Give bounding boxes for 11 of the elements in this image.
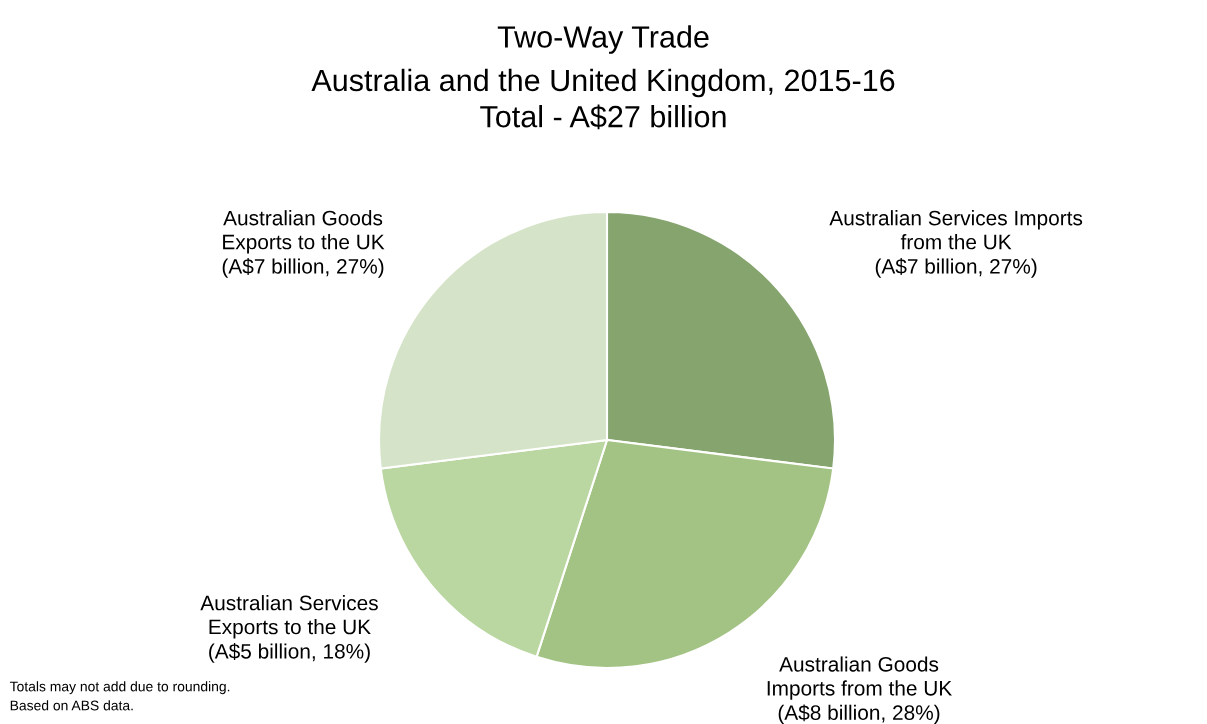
chart-subtitle: Australia and the United Kingdom, 2015-16 Total - A$27 billion (311, 68, 895, 130)
data-label: (A$5 billion, 18%) (209, 643, 370, 663)
data-label: (A$7 billion, 27%) (875, 258, 1037, 278)
slice-label: Australian Services Exports to the UK (200, 595, 378, 639)
data-label: (A$7 billion, 27%) (222, 258, 384, 278)
chart-title: Two-Way Trade (497, 25, 709, 54)
slice-label: Australian Goods Exports to the UK (223, 210, 385, 254)
slice-label: Australian Services Imports from the UK (829, 210, 1083, 250)
slice-label: Australian Goods Imports from the UK (767, 656, 952, 700)
text: Totals may not add due to rounding. Based on ABS data. (9, 681, 230, 711)
data-label: (A$8 billion, 28%) (778, 704, 940, 724)
